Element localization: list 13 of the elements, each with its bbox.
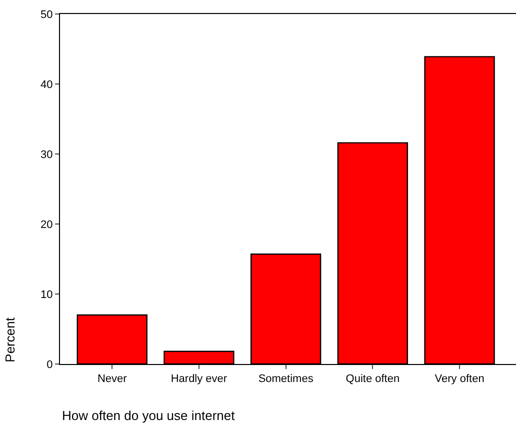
y-tick-label: 10 xyxy=(40,288,53,301)
x-tick-label: Quite often xyxy=(346,373,400,386)
y-tick-label: 30 xyxy=(40,148,53,161)
y-tick-label: 20 xyxy=(40,218,53,231)
x-tick-label: Sometimes xyxy=(258,373,314,386)
x-axis-title: How often do you use internet xyxy=(62,408,236,423)
y-tick-label: 50 xyxy=(40,8,53,21)
y-tick-label: 0 xyxy=(46,358,53,371)
x-tick-label: Hardly ever xyxy=(170,373,228,386)
y-axis-title: Percent xyxy=(2,317,18,362)
y-tick-label: 40 xyxy=(40,78,53,91)
x-tick-label: Never xyxy=(97,373,128,386)
x-tick-label: Very often xyxy=(434,373,484,386)
